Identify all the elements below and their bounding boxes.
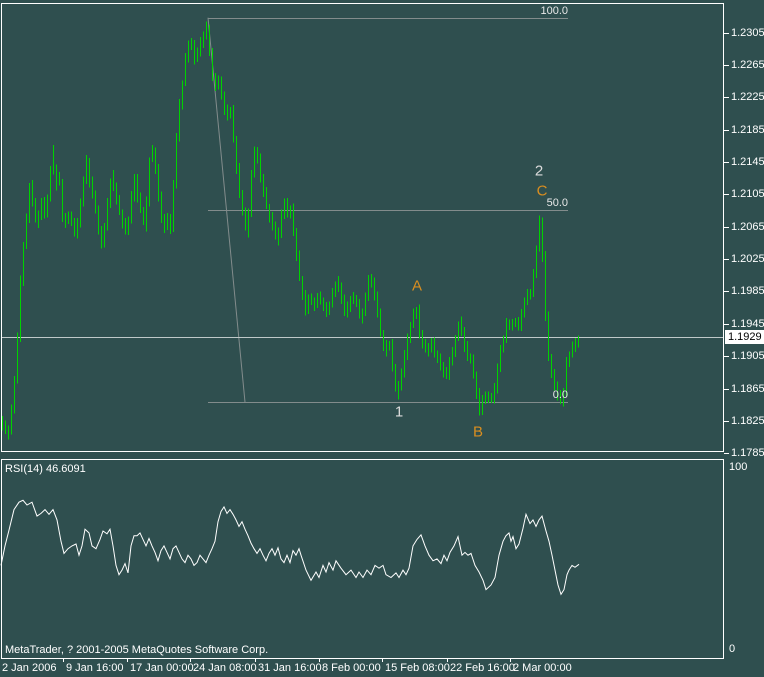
price-axis-label: 1.2145 [731, 156, 764, 168]
price-axis-label: 1.2025 [731, 253, 764, 265]
price-axis-label: 1.2065 [731, 221, 764, 233]
price-axis-label: 1.2185 [731, 124, 764, 136]
copyright-text: MetaTrader, ? 2001-2005 MetaQuotes Softw… [5, 644, 269, 656]
time-axis-label: 2 Jan 2006 [2, 662, 57, 674]
fib-level-label-50.0: 50.0 [546, 197, 568, 209]
price-chart-pane[interactable] [1, 3, 724, 452]
rsi-scale-min-label: 0 [729, 643, 736, 655]
price-axis-label: 1.2305 [731, 27, 764, 39]
time-axis-label: 22 Feb 16:00 [450, 662, 515, 674]
time-axis-label: 9 Jan 16:00 [66, 662, 124, 674]
price-axis-label: 1.1865 [731, 383, 764, 395]
price-axis-label: 1.2265 [731, 59, 764, 71]
time-axis-label: 24 Jan 08:00 [193, 662, 257, 674]
current-price-badge: 1.1929 [725, 330, 764, 344]
time-axis-label: 2 Mar 00:00 [513, 662, 572, 674]
price-axis-label: 1.1945 [731, 318, 764, 330]
rsi-scale-max-label: 100 [729, 461, 748, 473]
elliott-wave-label-C: C [536, 182, 548, 200]
price-axis-label: 1.1825 [731, 415, 764, 427]
price-axis-label: 1.1985 [731, 285, 764, 297]
time-axis-label: 31 Jan 16:00 [258, 662, 322, 674]
time-axis-label: 15 Feb 08:00 [385, 662, 450, 674]
time-axis-label: 17 Jan 00:00 [130, 662, 194, 674]
fib-level-label-0.0: 0.0 [552, 389, 568, 401]
price-axis-label: 1.1785 [731, 447, 764, 459]
time-axis-label: 8 Feb 00:00 [322, 662, 381, 674]
price-axis-label: 1.2225 [731, 91, 764, 103]
rsi-indicator-title: RSI(14) 46.6091 [5, 463, 86, 475]
elliott-wave-label-2: 2 [534, 162, 544, 180]
fib-level-label-100.0: 100.0 [540, 5, 568, 17]
elliott-wave-label-B: B [472, 423, 484, 441]
price-axis-label: 1.2105 [731, 188, 764, 200]
elliott-wave-label-1: 1 [394, 403, 404, 421]
elliott-wave-label-A: A [411, 277, 423, 295]
price-axis-label: 1.1905 [731, 350, 764, 362]
rsi-indicator-pane[interactable] [1, 459, 724, 659]
